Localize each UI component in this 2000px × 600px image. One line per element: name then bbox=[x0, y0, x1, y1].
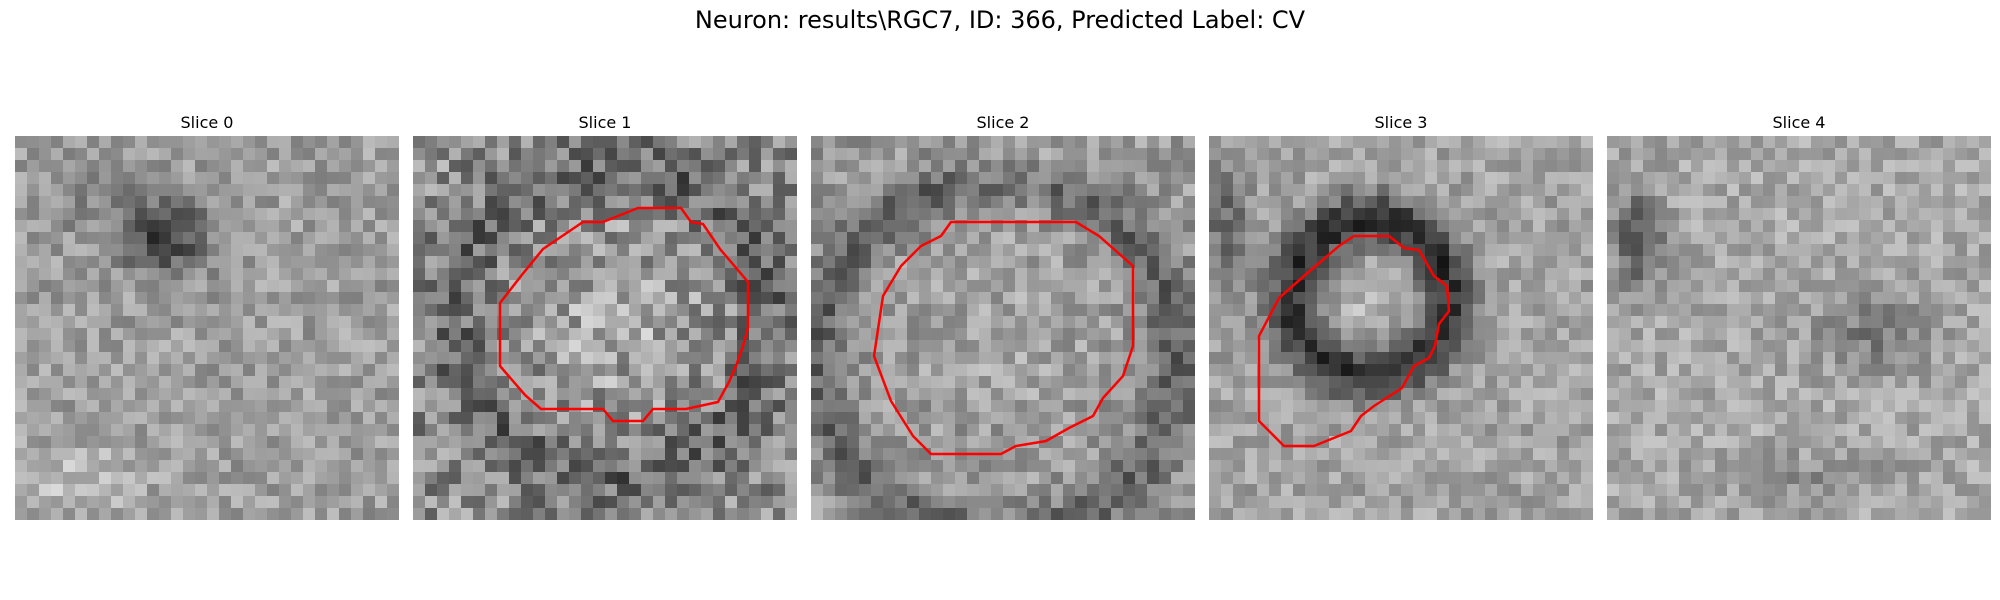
slice-panel-1: Slice 1 bbox=[413, 110, 797, 520]
slice-title: Slice 0 bbox=[180, 113, 234, 132]
pixel-grid bbox=[1607, 136, 1991, 520]
pixel-grid bbox=[811, 136, 1195, 520]
slice-image-1 bbox=[413, 136, 797, 520]
pixel-grid bbox=[15, 136, 399, 520]
slice-title: Slice 1 bbox=[578, 113, 632, 132]
slice-panel-3: Slice 3 bbox=[1209, 110, 1593, 520]
slice-image-3 bbox=[1209, 136, 1593, 520]
slice-panel-4: Slice 4 bbox=[1607, 110, 1991, 520]
segmentation-outline bbox=[1257, 234, 1451, 448]
figure-title: Neuron: results\RGC7, ID: 366, Predicted… bbox=[694, 6, 1306, 34]
slice-image-0 bbox=[15, 136, 399, 520]
pixel-grid bbox=[1209, 136, 1593, 520]
slice-image-2 bbox=[811, 136, 1195, 520]
slice-title: Slice 4 bbox=[1772, 113, 1826, 132]
slice-panel-0: Slice 0 bbox=[15, 110, 399, 520]
segmentation-outline bbox=[498, 206, 750, 423]
segmentation-outline bbox=[872, 220, 1135, 456]
pixel-grid bbox=[413, 136, 797, 520]
slice-image-4 bbox=[1607, 136, 1991, 520]
slice-title: Slice 2 bbox=[976, 113, 1030, 132]
slice-title: Slice 3 bbox=[1374, 113, 1428, 132]
slice-panel-2: Slice 2 bbox=[811, 110, 1195, 520]
